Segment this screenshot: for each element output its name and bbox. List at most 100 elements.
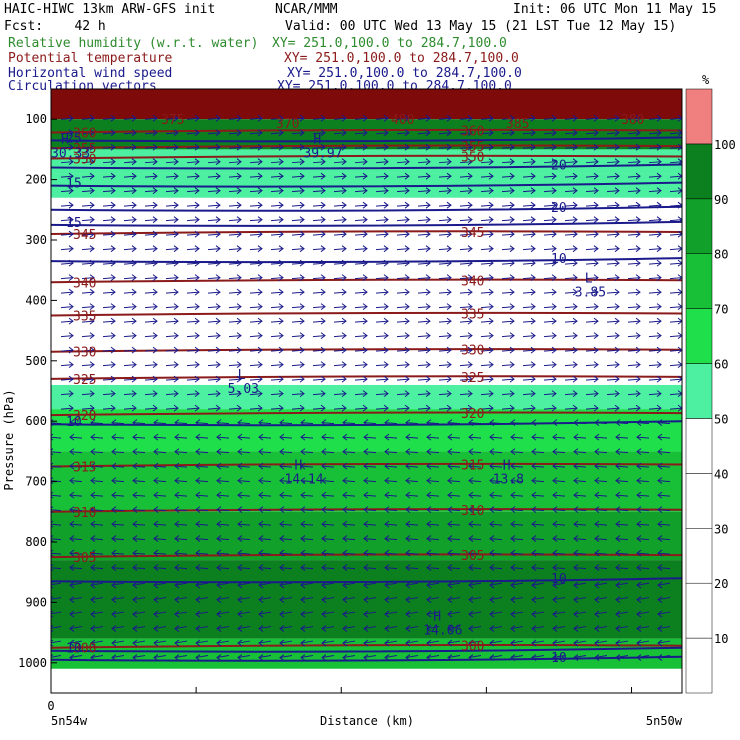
wind-vector: [333, 233, 347, 236]
wind-vector: [300, 436, 314, 439]
wind-vector-head: [467, 158, 473, 166]
wind-vector: [417, 320, 431, 323]
wind-vector-head: [237, 625, 243, 632]
theta-label-360-mid: 360: [461, 124, 484, 139]
wind-vector-head: [656, 172, 662, 180]
wind-vector: [321, 436, 335, 439]
wind-vector-head: [320, 274, 326, 282]
wind-vector: [606, 407, 620, 410]
wind-vector-head: [552, 520, 558, 528]
wind-vector-head: [299, 317, 305, 325]
wind-vector-head: [530, 332, 536, 340]
wind-vector-head: [594, 506, 600, 513]
wind-vector-head: [572, 317, 578, 325]
wind-vector: [165, 349, 179, 352]
wind-vector-head: [635, 317, 641, 325]
wind-vector: [90, 523, 104, 526]
wind-vector-head: [300, 639, 306, 647]
wind-vector: [459, 262, 473, 265]
wind-vector: [396, 262, 410, 265]
wind-vector: [195, 480, 209, 483]
wind-vector-head: [425, 288, 431, 296]
wind-vector: [543, 219, 557, 222]
wind-vector-head: [383, 259, 389, 267]
wind-vector: [531, 611, 545, 615]
wind-vector: [300, 523, 314, 526]
wind-vector-head: [572, 114, 578, 122]
wind-vector: [615, 523, 629, 526]
wind-vector: [648, 407, 662, 410]
wind-vector: [648, 393, 662, 396]
wind-vector: [459, 407, 473, 410]
wind-vector-head: [383, 172, 389, 180]
wind-vector-head: [447, 506, 453, 513]
colorbar-label-80: 80: [714, 248, 728, 262]
wind-vector-head: [593, 390, 599, 398]
wind-vector-head: [68, 332, 74, 340]
wind-vector-head: [89, 274, 95, 282]
wind-vector: [165, 248, 179, 251]
wind-vector: [174, 480, 188, 483]
wind-vector: [258, 436, 272, 439]
wind-vector: [468, 626, 482, 630]
wind-vector-head: [174, 433, 180, 441]
wind-vector-head: [530, 274, 536, 282]
wind-vector: [501, 277, 515, 280]
wind-vector: [564, 306, 578, 309]
wind-vector: [510, 611, 524, 615]
wind-vector-head: [341, 114, 347, 122]
theta-top-label-375: 375: [161, 113, 184, 128]
wind-vector: [81, 262, 95, 265]
wind-vector: [627, 407, 641, 410]
wind-vector-head: [405, 433, 411, 441]
wind-vector-head: [615, 564, 621, 571]
wind-vector-head: [656, 274, 662, 282]
wind-vector: [69, 626, 83, 630]
wind-vector: [363, 436, 377, 439]
wind-vector: [342, 538, 356, 541]
wind-vector-head: [593, 129, 599, 137]
wind-vector: [459, 277, 473, 280]
wind-vector: [102, 364, 116, 367]
wind-vector-head: [677, 288, 682, 296]
theta-label-355: 355: [73, 142, 96, 157]
wind-vector: [657, 422, 671, 425]
wind-vector: [384, 523, 398, 526]
wind-vector: [396, 306, 410, 309]
wind-vector-head: [530, 230, 536, 238]
wind-vector-head: [635, 216, 641, 224]
wind-vector: [522, 248, 536, 251]
wind-vector: [480, 161, 494, 164]
wind-vector: [279, 422, 293, 425]
wind-label-10-7: 10: [551, 572, 567, 587]
wind-vector-head: [572, 143, 578, 151]
wind-vector: [501, 407, 515, 410]
wind-vector-head: [573, 564, 579, 571]
wind-vector-head: [236, 172, 242, 180]
wind-vector-head: [573, 448, 579, 456]
wind-vector-head: [195, 433, 201, 441]
wind-vector: [354, 175, 368, 178]
wind-vector: [207, 161, 221, 164]
wind-vector: [321, 465, 335, 468]
wind-vector: [69, 582, 83, 586]
wind-vector: [615, 655, 629, 659]
wind-vector: [174, 451, 188, 454]
wind-vector-head: [51, 462, 54, 470]
wind-vector: [342, 597, 356, 601]
wind-vector: [606, 175, 620, 178]
wind-vector-head: [194, 361, 200, 369]
wind-vector: [123, 233, 137, 236]
wind-vector-head: [614, 114, 620, 122]
wind-vector-head: [216, 419, 222, 427]
wind-vector: [438, 277, 452, 280]
wind-vector-head: [551, 332, 557, 340]
wind-vector: [102, 204, 116, 207]
wind-vector: [606, 306, 620, 309]
wind-vector: [384, 640, 398, 644]
wind-vector-head: [593, 172, 599, 180]
wind-vector-head: [279, 549, 285, 557]
wind-vector-head: [132, 462, 138, 470]
wind-vector: [81, 161, 95, 164]
wind-vector-head: [132, 477, 138, 485]
